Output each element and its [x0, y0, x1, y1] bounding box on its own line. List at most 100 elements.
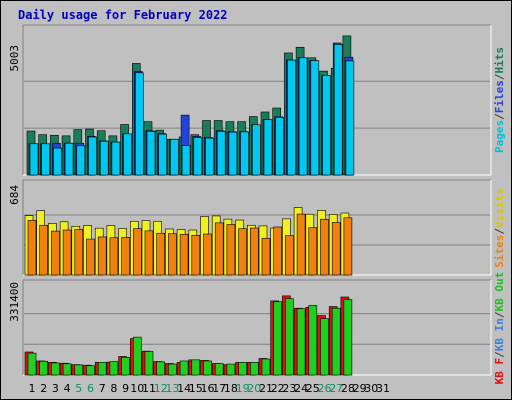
day-label-22: 22	[271, 382, 285, 395]
sites-bar-day-11	[144, 230, 154, 276]
pages-bar-day-4	[64, 142, 74, 176]
pages-bar-day-1	[29, 143, 39, 176]
pages-bar-day-19	[240, 131, 249, 176]
kbytes-in-bar-day-27	[331, 307, 341, 376]
day-label-5: 5	[75, 382, 82, 395]
day-label-31: 31	[376, 382, 390, 395]
day-label-18: 18	[224, 382, 238, 395]
day-label-15: 15	[189, 382, 203, 395]
pages-bar-day-21	[263, 119, 273, 176]
pages-bar-day-17	[216, 130, 226, 176]
day-label-19: 19	[236, 382, 250, 395]
sites-bar-day-22	[273, 226, 283, 276]
sites-bar-day-24	[296, 213, 306, 276]
day-label-14: 14	[177, 382, 191, 395]
day-label-21: 21	[259, 382, 273, 395]
sites-bar-day-26	[320, 218, 329, 276]
legend-kbytes: KB F/KB In/KB Out	[493, 272, 506, 385]
sites-bar-day-2	[39, 224, 49, 276]
sites-bar-day-28	[343, 217, 353, 276]
kbytes-in-bar-day-12	[156, 361, 165, 376]
sites-bar-day-5	[74, 229, 84, 276]
day-label-1: 1	[29, 382, 36, 395]
day-label-23: 23	[282, 382, 296, 395]
legend-kbytes-part-1: /	[493, 351, 506, 358]
day-label-6: 6	[87, 382, 94, 395]
sites-bar-day-21	[261, 237, 271, 276]
day-label-17: 17	[212, 382, 226, 395]
legend-hits-files-pages-part-2: Files	[493, 80, 506, 113]
kbytes-in-bar-day-21	[261, 358, 271, 376]
legend-hits-files-pages-part-4: Hits	[493, 47, 506, 74]
visits-ymax-label: 684	[8, 185, 21, 205]
day-label-26: 26	[318, 382, 332, 395]
pages-bar-day-15	[193, 137, 203, 176]
kbytes-in-bar-day-19	[238, 362, 247, 376]
pages-bar-day-25	[310, 60, 320, 176]
pages-bar-day-3	[53, 147, 62, 176]
pages-bar-day-22	[275, 117, 285, 176]
kbytes-in-bar-day-9	[121, 357, 130, 376]
day-label-7: 7	[99, 382, 106, 395]
kbytes-in-bar-day-13	[168, 363, 177, 376]
sites-bar-day-12	[156, 232, 165, 276]
kbytes-in-bar-day-5	[74, 364, 84, 376]
day-label-12: 12	[154, 382, 168, 395]
legend-hits-files-pages-part-0: Pages	[493, 120, 506, 153]
day-label-30: 30	[364, 382, 378, 395]
pages-bar-day-10	[135, 72, 144, 176]
day-label-25: 25	[306, 382, 320, 395]
kbytes-in-bar-day-10	[133, 336, 142, 376]
day-label-11: 11	[142, 382, 156, 395]
pages-bar-day-18	[228, 131, 238, 176]
legend-sites-visits-part-0: Sites	[493, 235, 506, 268]
pages-bar-day-26	[322, 75, 331, 176]
day-label-29: 29	[353, 382, 367, 395]
hits-ymax-label: 5003	[8, 45, 21, 72]
sites-bar-day-25	[308, 227, 318, 276]
kbytes-in-bar-day-22	[273, 301, 283, 376]
day-label-10: 10	[130, 382, 144, 395]
kbytes-in-bar-day-11	[144, 351, 154, 376]
kbytes-in-bar-day-15	[191, 359, 201, 376]
pages-bar-day-20	[252, 124, 261, 176]
day-label-2: 2	[40, 382, 47, 395]
sites-bar-day-15	[191, 235, 201, 276]
pages-bar-day-13	[170, 138, 179, 176]
pages-bar-day-28	[345, 60, 355, 176]
kbytes-ymax-label: 331400	[8, 282, 21, 322]
kbytes-in-bar-day-23	[285, 298, 294, 376]
sites-bar-day-3	[51, 230, 60, 276]
pages-bar-day-8	[111, 141, 121, 176]
pages-bar-day-2	[41, 143, 51, 176]
day-label-16: 16	[201, 382, 215, 395]
kbytes-in-bar-day-8	[109, 361, 119, 376]
sites-bar-day-19	[238, 228, 247, 276]
sites-bar-day-16	[203, 233, 212, 276]
pages-bar-day-6	[88, 136, 97, 176]
sites-bar-day-20	[250, 227, 259, 276]
kbytes-in-bar-day-7	[97, 362, 107, 376]
sites-bar-day-4	[62, 229, 72, 276]
legend-hits-files-pages-part-3: /	[493, 73, 506, 80]
pages-bar-day-23	[287, 59, 296, 176]
pages-bar-day-16	[205, 137, 214, 176]
pages-bar-day-12	[158, 133, 167, 176]
sites-bar-day-10	[133, 228, 142, 276]
sites-bar-day-13	[168, 233, 177, 276]
pages-bar-day-24	[298, 57, 308, 176]
sites-bar-day-14	[179, 233, 189, 276]
sites-bar-day-17	[214, 222, 224, 276]
sites-bar-day-6	[86, 238, 95, 276]
chart-title: Daily usage for February 2022	[18, 8, 228, 22]
legend-sites-visits: Sites/Visits	[493, 188, 506, 268]
legend-kbytes-part-3: /	[493, 311, 506, 318]
kbytes-in-bar-day-3	[51, 362, 60, 376]
pages-bar-day-7	[99, 140, 109, 176]
sites-bar-day-23	[285, 235, 294, 276]
day-label-3: 3	[52, 382, 59, 395]
sites-bar-day-18	[226, 224, 236, 276]
pages-bar-day-27	[333, 44, 343, 176]
legend-hits-files-pages: Pages/Files/Hits	[493, 47, 506, 153]
